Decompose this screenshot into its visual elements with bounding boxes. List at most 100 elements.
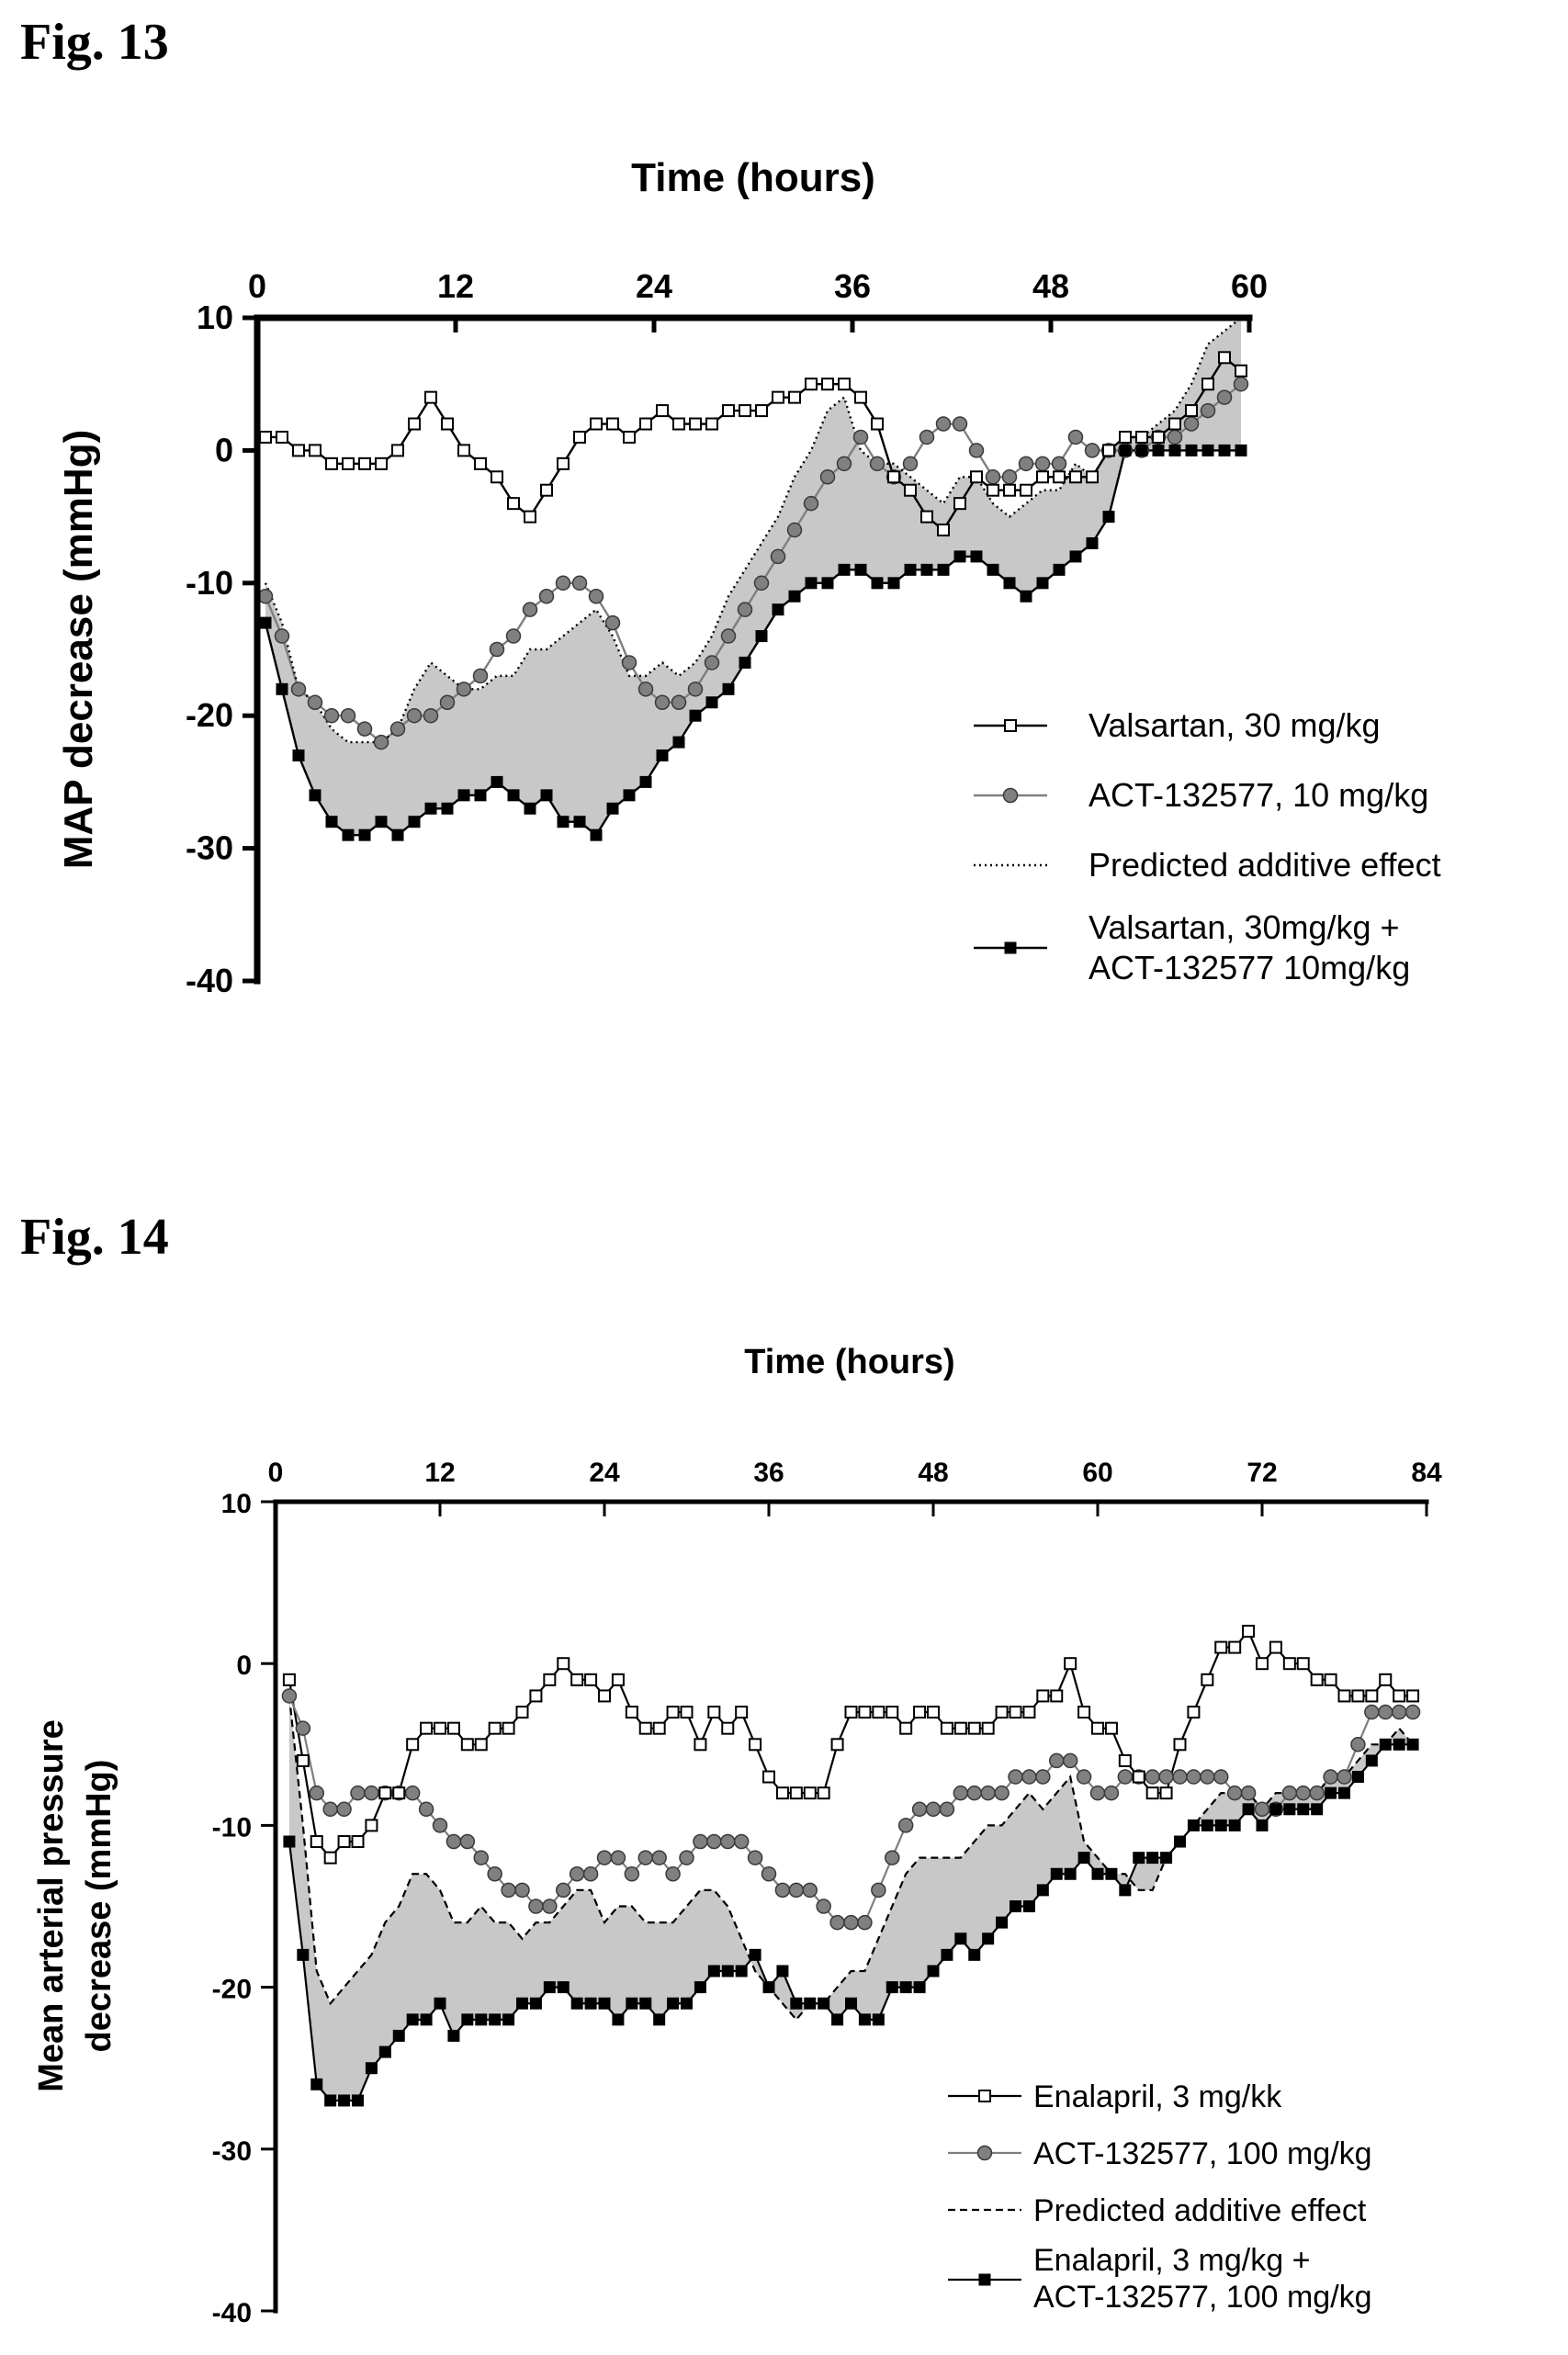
chart-fig13: Time (hours) MAP decrease (mmHg) 0 12 24 36 48…: [56, 155, 1441, 999]
x-tick-label: 72: [1247, 1458, 1277, 1488]
data-point: [1036, 470, 1049, 484]
data-point: [987, 483, 999, 497]
data-point: [1406, 1689, 1420, 1703]
x-tick-label: 36: [753, 1458, 784, 1488]
data-point: [843, 1914, 859, 1931]
data-point: [408, 816, 421, 828]
data-point: [325, 816, 338, 828]
data-point: [295, 1720, 311, 1736]
data-point: [704, 655, 720, 670]
data-point: [776, 1965, 789, 1978]
data-point: [540, 789, 553, 802]
data-point: [1393, 1689, 1406, 1703]
data-point: [689, 709, 702, 722]
data-point: [940, 1721, 953, 1735]
data-point: [573, 816, 586, 828]
data-point: [749, 1948, 761, 1961]
data-point: [753, 575, 770, 592]
legend-label: ACT-132577, 10 mg/kg: [1089, 776, 1428, 814]
data-point: [1337, 1689, 1351, 1703]
legend-marker: [978, 2090, 991, 2102]
y-tick-label: -40: [186, 962, 233, 999]
legend-label-line: ACT-132577 10mg/kg: [1089, 949, 1410, 986]
data-point: [1240, 1785, 1257, 1801]
data-point: [904, 563, 917, 576]
data-point: [538, 588, 555, 604]
data-point: [365, 1819, 378, 1832]
data-point: [474, 1738, 488, 1752]
data-point: [1009, 1706, 1022, 1719]
data-point: [1053, 563, 1066, 576]
data-point: [831, 2013, 844, 2026]
data-point: [1091, 1867, 1104, 1880]
data-point: [447, 2029, 460, 2042]
data-point: [687, 682, 704, 697]
data-point: [309, 789, 321, 802]
y-tick-label: 0: [236, 1651, 252, 1681]
data-point: [1050, 1867, 1063, 1880]
data-point: [980, 1785, 996, 1801]
data-point: [418, 1801, 434, 1818]
data-point: [596, 1850, 613, 1865]
data-point: [623, 430, 636, 444]
data-point: [489, 2013, 502, 2026]
data-point: [373, 734, 389, 750]
data-point: [307, 694, 323, 711]
data-point: [1323, 1769, 1338, 1785]
data-point: [816, 1899, 831, 1914]
data-point: [623, 789, 636, 802]
data-point: [749, 1738, 762, 1752]
data-point: [871, 417, 884, 431]
data-point: [584, 1673, 598, 1686]
x-tick-label: 24: [636, 267, 672, 305]
data-point: [1010, 1900, 1021, 1912]
data-point: [1167, 429, 1183, 445]
data-point: [804, 1997, 817, 2010]
data-point: [1297, 1803, 1310, 1816]
data-point: [588, 588, 604, 604]
data-point: [1118, 1753, 1132, 1767]
y-axis-title-line: Mean arterial pressure: [32, 1719, 71, 2092]
data-point: [1160, 1852, 1173, 1865]
data-point: [439, 694, 456, 711]
legend-label: Predicted additive effect: [1033, 2193, 1367, 2228]
data-point: [788, 1882, 805, 1899]
data-point: [774, 1882, 791, 1899]
data-point: [802, 1882, 818, 1899]
data-point: [1183, 416, 1200, 432]
data-point: [953, 550, 966, 563]
data-point: [786, 522, 803, 538]
data-point: [1049, 1752, 1065, 1769]
data-point: [1242, 1803, 1255, 1816]
data-point: [282, 1673, 296, 1686]
data-point: [582, 1866, 599, 1882]
data-point: [358, 828, 371, 841]
data-point: [404, 1785, 421, 1801]
data-point: [721, 1721, 735, 1735]
chart-fig14: Time (hours) Mean arterial pressure decrea…: [32, 1343, 1442, 2328]
data-point: [902, 456, 919, 472]
data-point: [542, 1899, 558, 1914]
data-point: [925, 1801, 942, 1818]
data-point: [705, 696, 718, 709]
data-point: [570, 1673, 584, 1686]
data-point: [1036, 1689, 1050, 1703]
data-point: [639, 1997, 652, 2010]
y-tick-label: 10: [197, 299, 233, 336]
data-point: [323, 707, 340, 724]
data-point: [555, 575, 571, 592]
data-point: [1021, 1769, 1037, 1785]
data-point: [556, 1882, 571, 1899]
data-point: [788, 390, 801, 404]
data-point: [869, 456, 886, 472]
legend-label-line: Valsartan, 30mg/kg +: [1089, 908, 1400, 946]
data-point: [672, 417, 685, 431]
data-point: [1283, 1803, 1296, 1816]
data-point: [290, 682, 307, 697]
data-point: [886, 1981, 898, 1994]
data-point: [982, 1932, 995, 1945]
data-point: [1214, 1819, 1227, 1831]
data-point: [838, 563, 851, 576]
data-point: [1391, 1704, 1407, 1720]
data-point: [424, 802, 437, 815]
